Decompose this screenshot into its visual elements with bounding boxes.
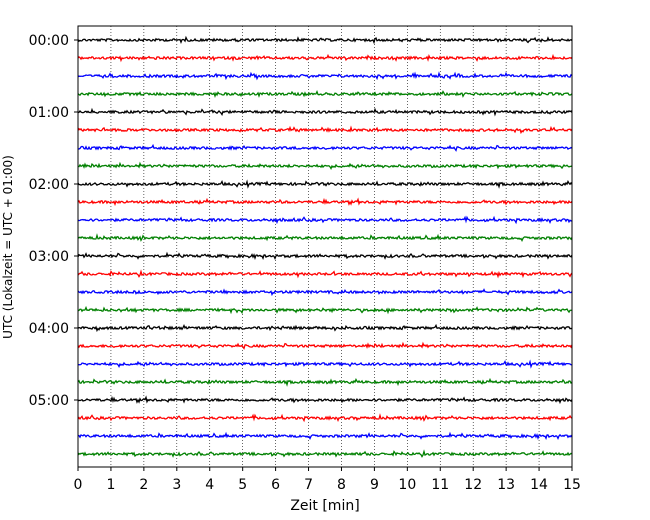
x-tick-label: 8 [337, 477, 346, 493]
trace-line [77, 107, 573, 117]
x-axis-label: Zeit [min] [290, 498, 359, 514]
y-tick-label: 04:00 [29, 321, 69, 337]
x-tick-label: 4 [205, 477, 214, 493]
x-tick-label: 15 [563, 477, 581, 493]
plot-frame [77, 25, 573, 468]
y-axis: 00:00 01:00 02:00 03:00 04:00 05:00 [29, 33, 78, 409]
x-tick-label: 10 [398, 477, 416, 493]
trace-line [77, 161, 573, 170]
x-tick-label: 7 [304, 477, 313, 493]
x-tick-label: 3 [172, 477, 181, 493]
x-tick-label: 13 [497, 477, 515, 493]
trace-line [77, 395, 573, 405]
trace-line [77, 323, 573, 333]
trace-line [77, 305, 573, 315]
x-tick-label: 14 [530, 477, 548, 493]
trace-line [77, 197, 573, 207]
trace-line [77, 35, 573, 45]
trace-line [77, 269, 573, 279]
y-tick-label: 00:00 [29, 33, 69, 49]
x-tick-label: 6 [271, 477, 280, 493]
trace-line [77, 341, 573, 350]
x-tick-label: 9 [370, 477, 379, 493]
y-tick-label: 02:00 [29, 177, 69, 193]
trace-line [77, 413, 573, 423]
x-tick-label: 11 [431, 477, 449, 493]
trace-line [77, 359, 573, 369]
trace-line [77, 143, 573, 152]
trace-line [77, 449, 573, 458]
trace-line [77, 431, 573, 441]
y-tick-label: 01:00 [29, 105, 69, 121]
x-tick-label: 0 [74, 477, 83, 493]
trace-line [77, 251, 573, 261]
trace-line [77, 179, 573, 189]
x-tick-label: 12 [464, 477, 482, 493]
trace-lines [77, 35, 573, 458]
trace-line [77, 53, 573, 63]
trace-line [77, 90, 573, 99]
trace-line [77, 125, 573, 135]
x-tick-label: 2 [139, 477, 148, 493]
x-tick-label: 5 [238, 477, 247, 493]
trace-line [77, 233, 573, 242]
trace-line [77, 377, 573, 387]
x-axis: 0 1 2 3 4 5 6 7 8 9 10 11 12 13 14 15 [74, 467, 581, 493]
y-axis-label: UTC (Lokalzeit = UTC + 01:00) [1, 155, 15, 339]
x-tick-label: 1 [106, 477, 115, 493]
trace-line [77, 288, 573, 297]
y-tick-label: 03:00 [29, 249, 69, 265]
trace-line [77, 71, 573, 81]
trace-line [77, 215, 573, 225]
y-tick-label: 05:00 [29, 393, 69, 409]
